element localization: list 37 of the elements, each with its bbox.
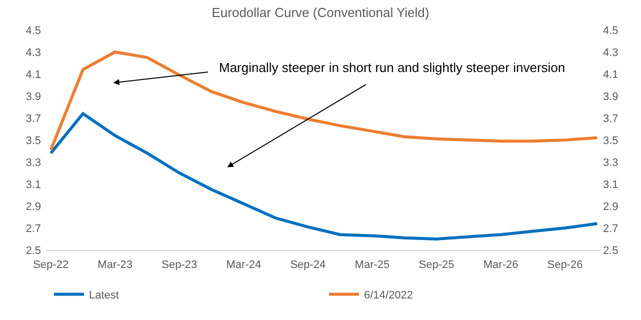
y-tick-label: 4.5 (26, 24, 41, 37)
y-tick-label: 3.1 (26, 178, 41, 191)
line-series (49, 112, 599, 240)
y2-tick-label: 4.5 (603, 24, 618, 37)
y2-tick-label: 2.7 (603, 222, 618, 235)
legend-label: Latest (89, 290, 119, 302)
y2-tick-label: 4.3 (603, 46, 618, 59)
x-tick-label: Sep-24 (290, 259, 326, 272)
x-tick-label: Sep-23 (162, 259, 198, 272)
y2-tick-label: 2.9 (603, 200, 618, 213)
y-tick-label: 2.7 (26, 222, 41, 235)
line-series (49, 50, 599, 152)
x-tick-label: Sep-22 (33, 259, 69, 272)
y-tick-label: 2.9 (26, 200, 41, 213)
y2-tick-label: 3.1 (603, 178, 618, 191)
annotation: Marginally steeper in short run and slightly steeper inversion (219, 60, 566, 75)
y2-tick-label: 4.1 (603, 68, 618, 81)
y-tick-label: 3.7 (26, 112, 41, 125)
y-tick-label: 3.5 (26, 134, 41, 147)
y2-tick-label: 3.7 (603, 112, 618, 125)
y-tick-label: 2.5 (26, 244, 41, 257)
x-tick-label: Mar-24 (226, 259, 262, 272)
x-tick-label: Mar-25 (354, 259, 390, 272)
legend-label: 6/14/2022 (364, 290, 413, 302)
y2-tick-label: 2.5 (603, 244, 618, 257)
y-tick-label: 4.1 (26, 68, 41, 81)
y2-tick-label: 3.3 (603, 156, 618, 169)
y-tick-label: 3.9 (26, 90, 41, 103)
x-tick-label: Mar-23 (98, 259, 133, 272)
y-tick-label: 4.3 (26, 46, 41, 59)
x-tick-label: Sep-25 (418, 259, 454, 272)
y-tick-label: 3.3 (26, 156, 41, 169)
x-tick-label: Sep-26 (547, 259, 583, 272)
x-tick-label: Mar-26 (483, 259, 518, 272)
chart-title: Eurodollar Curve (Conventional Yield) (212, 5, 430, 20)
y2-tick-label: 3.9 (603, 90, 618, 103)
y2-tick-label: 3.5 (603, 134, 618, 147)
